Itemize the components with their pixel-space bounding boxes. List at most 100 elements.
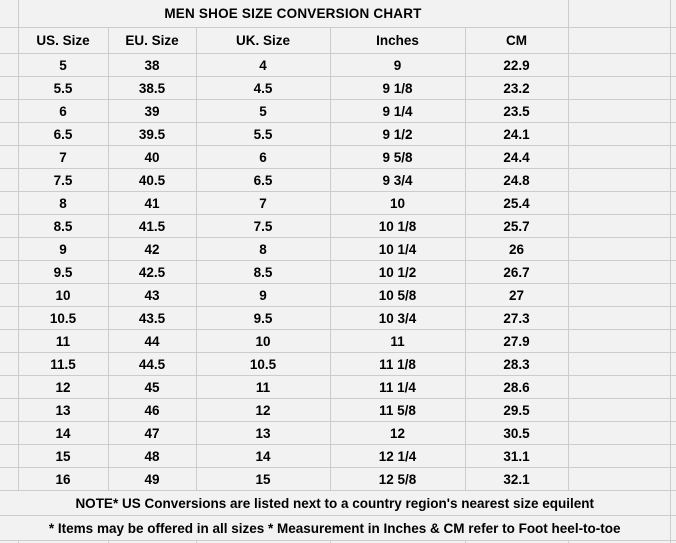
empty-cell[interactable] — [18, 540, 109, 543]
table-cell[interactable]: 7.5 — [18, 168, 109, 192]
table-cell[interactable]: 10.5 — [18, 306, 109, 330]
table-cell[interactable]: 14 — [18, 421, 109, 445]
table-cell[interactable]: 10 3/4 — [330, 306, 466, 330]
table-cell[interactable]: 12 — [196, 398, 331, 422]
column-header-eu-size[interactable]: EU. Size — [108, 27, 197, 54]
table-cell[interactable]: 11.5 — [18, 352, 109, 376]
table-cell[interactable]: 13 — [196, 421, 331, 445]
empty-cell[interactable] — [568, 237, 671, 261]
table-cell[interactable]: 11 — [330, 329, 466, 353]
table-cell[interactable]: 49 — [108, 467, 197, 491]
table-cell[interactable]: 8.5 — [196, 260, 331, 284]
table-cell[interactable]: 15 — [196, 467, 331, 491]
table-cell[interactable]: 27.3 — [465, 306, 569, 330]
footer-note-1[interactable]: NOTE* US Conversions are listed next to … — [0, 490, 671, 516]
table-cell[interactable]: 14 — [196, 444, 331, 468]
empty-cell[interactable] — [568, 283, 671, 307]
table-cell[interactable]: 9 1/8 — [330, 76, 466, 100]
table-cell[interactable]: 5.5 — [196, 122, 331, 146]
table-cell[interactable]: 39.5 — [108, 122, 197, 146]
table-cell[interactable]: 11 5/8 — [330, 398, 466, 422]
empty-cell[interactable] — [568, 145, 671, 169]
table-cell[interactable]: 43 — [108, 283, 197, 307]
table-cell[interactable]: 10 1/2 — [330, 260, 466, 284]
table-cell[interactable]: 7 — [18, 145, 109, 169]
empty-cell[interactable] — [568, 375, 671, 399]
table-cell[interactable]: 8 — [18, 191, 109, 215]
footer-note-2[interactable]: * Items may be offered in all sizes * Me… — [0, 515, 671, 541]
table-cell[interactable]: 42 — [108, 237, 197, 261]
empty-cell[interactable] — [568, 306, 671, 330]
table-cell[interactable]: 44.5 — [108, 352, 197, 376]
empty-cell[interactable] — [568, 53, 671, 77]
table-cell[interactable]: 8 — [196, 237, 331, 261]
table-cell[interactable]: 8.5 — [18, 214, 109, 238]
table-cell[interactable]: 11 — [196, 375, 331, 399]
empty-cell[interactable] — [568, 214, 671, 238]
empty-cell[interactable] — [568, 0, 671, 28]
column-header-inches[interactable]: Inches — [330, 27, 466, 54]
table-cell[interactable]: 25.7 — [465, 214, 569, 238]
table-cell[interactable]: 24.1 — [465, 122, 569, 146]
table-cell[interactable]: 9.5 — [196, 306, 331, 330]
table-cell[interactable]: 24.4 — [465, 145, 569, 169]
table-cell[interactable]: 12 — [18, 375, 109, 399]
table-cell[interactable]: 16 — [18, 467, 109, 491]
empty-cell[interactable] — [568, 76, 671, 100]
table-cell[interactable]: 6 — [196, 145, 331, 169]
table-cell[interactable]: 43.5 — [108, 306, 197, 330]
empty-cell[interactable] — [568, 329, 671, 353]
table-cell[interactable]: 40 — [108, 145, 197, 169]
table-cell[interactable]: 45 — [108, 375, 197, 399]
empty-cell[interactable] — [568, 168, 671, 192]
table-cell[interactable]: 46 — [108, 398, 197, 422]
table-cell[interactable]: 7.5 — [196, 214, 331, 238]
table-cell[interactable]: 47 — [108, 421, 197, 445]
table-cell[interactable]: 10 5/8 — [330, 283, 466, 307]
table-cell[interactable]: 12 — [330, 421, 466, 445]
table-cell[interactable]: 27.9 — [465, 329, 569, 353]
table-cell[interactable]: 9 1/4 — [330, 99, 466, 123]
empty-cell[interactable] — [568, 444, 671, 468]
table-cell[interactable]: 7 — [196, 191, 331, 215]
empty-cell[interactable] — [568, 352, 671, 376]
table-cell[interactable]: 40.5 — [108, 168, 197, 192]
table-cell[interactable]: 6 — [18, 99, 109, 123]
empty-cell[interactable] — [568, 421, 671, 445]
table-cell[interactable]: 6.5 — [196, 168, 331, 192]
table-cell[interactable]: 26 — [465, 237, 569, 261]
table-cell[interactable]: 22.9 — [465, 53, 569, 77]
table-cell[interactable]: 9 5/8 — [330, 145, 466, 169]
column-header-uk-size[interactable]: UK. Size — [196, 27, 331, 54]
table-cell[interactable]: 5 — [18, 53, 109, 77]
table-cell[interactable]: 25.4 — [465, 191, 569, 215]
column-header-cm[interactable]: CM — [465, 27, 569, 54]
table-cell[interactable]: 41 — [108, 191, 197, 215]
empty-cell[interactable] — [568, 540, 671, 543]
table-cell[interactable]: 6.5 — [18, 122, 109, 146]
table-cell[interactable]: 48 — [108, 444, 197, 468]
table-cell[interactable]: 10 1/8 — [330, 214, 466, 238]
table-cell[interactable]: 29.5 — [465, 398, 569, 422]
empty-cell[interactable] — [568, 398, 671, 422]
table-cell[interactable]: 4.5 — [196, 76, 331, 100]
empty-cell[interactable] — [196, 540, 331, 543]
table-cell[interactable]: 9 1/2 — [330, 122, 466, 146]
table-cell[interactable]: 26.7 — [465, 260, 569, 284]
table-cell[interactable]: 13 — [18, 398, 109, 422]
table-cell[interactable]: 42.5 — [108, 260, 197, 284]
table-cell[interactable]: 4 — [196, 53, 331, 77]
table-cell[interactable]: 12 1/4 — [330, 444, 466, 468]
table-cell[interactable]: 10 1/4 — [330, 237, 466, 261]
table-cell[interactable]: 9 — [18, 237, 109, 261]
table-cell[interactable]: 11 1/4 — [330, 375, 466, 399]
table-cell[interactable]: 10 — [196, 329, 331, 353]
empty-cell[interactable] — [568, 27, 671, 54]
table-cell[interactable]: 5.5 — [18, 76, 109, 100]
column-header-us-size[interactable]: US. Size — [18, 27, 109, 54]
table-cell[interactable]: 28.3 — [465, 352, 569, 376]
empty-cell[interactable] — [568, 191, 671, 215]
table-cell[interactable]: 10.5 — [196, 352, 331, 376]
empty-cell[interactable] — [330, 540, 466, 543]
empty-cell[interactable] — [465, 540, 569, 543]
